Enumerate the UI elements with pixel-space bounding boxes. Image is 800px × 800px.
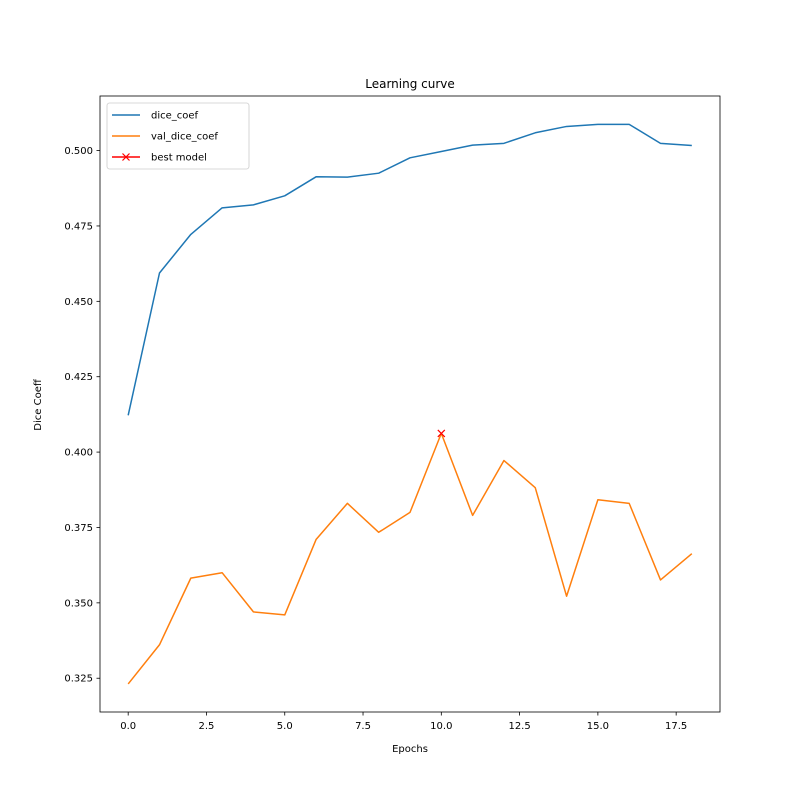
x-axis-label: Epochs <box>392 744 428 755</box>
x-tick-label: 5.0 <box>277 721 293 732</box>
marker-best-model <box>437 429 446 438</box>
plot-background <box>100 96 720 712</box>
legend-marker-stroke <box>122 153 130 161</box>
x-tick-label: 0.0 <box>120 721 136 732</box>
legend-label: val_dice_coef <box>151 132 218 143</box>
y-tick-label: 0.425 <box>64 372 93 383</box>
y-tick-label: 0.475 <box>64 221 93 232</box>
x-tick-label: 10.0 <box>430 721 452 732</box>
y-axis-label: Dice Coeff <box>33 378 44 431</box>
plot-area <box>100 96 720 712</box>
x-tick-label: 12.5 <box>508 721 530 732</box>
x-tick-label: 15.0 <box>587 721 609 732</box>
axes-layer: 0.0 2.5 5.0 7.5 10.0 12.5 15.0 17.5 0.325 0.350 0.… <box>64 95 721 732</box>
x-tick-label: 17.5 <box>665 721 687 732</box>
y-tick-label: 0.375 <box>64 523 93 534</box>
y-tick-label: 0.450 <box>64 297 93 308</box>
y-tick-label: 0.350 <box>64 598 93 609</box>
y-tick-label: 0.325 <box>64 674 93 685</box>
series-layer <box>127 123 693 685</box>
legend-label: best model <box>151 153 207 164</box>
legend-label: dice_coef <box>151 111 199 122</box>
series-line-val_dice_coef <box>127 432 693 685</box>
legend-box <box>106 102 250 170</box>
axes-frame <box>99 95 721 713</box>
marker-stroke <box>437 429 446 438</box>
series-line-dice_coef <box>127 123 692 416</box>
y-tick-label: 0.500 <box>64 146 93 157</box>
y-tick-label: 0.400 <box>64 448 93 459</box>
chart-title: Learning curve <box>365 77 455 91</box>
x-tick-label: 2.5 <box>199 721 215 732</box>
x-tick-label: 7.5 <box>355 721 371 732</box>
